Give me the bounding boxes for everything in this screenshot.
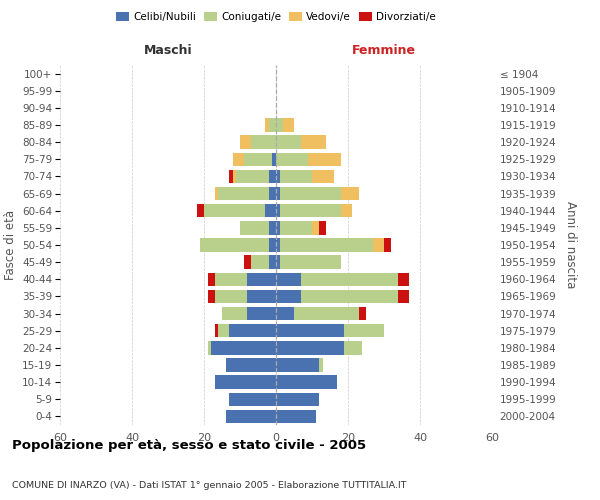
Bar (294, 307, 359, 320)
Bar (276, 204, 280, 218)
Bar (215, 187, 218, 200)
Bar (276, 410, 316, 423)
Bar (251, 256, 269, 269)
Bar (269, 221, 276, 234)
Bar (200, 238, 269, 252)
Bar (276, 358, 319, 372)
Bar (247, 290, 276, 303)
Bar (244, 256, 251, 269)
Bar (269, 187, 276, 200)
Bar (276, 136, 301, 149)
Bar (280, 256, 341, 269)
Bar (319, 358, 323, 372)
Text: COMUNE DI INARZO (VA) - Dati ISTAT 1° gennaio 2005 - Elaborazione TUTTITALIA.IT: COMUNE DI INARZO (VA) - Dati ISTAT 1° ge… (12, 481, 407, 490)
Bar (247, 307, 276, 320)
Bar (226, 410, 276, 423)
Bar (240, 221, 269, 234)
Bar (276, 376, 337, 389)
Bar (211, 341, 276, 354)
Bar (269, 118, 276, 132)
Bar (301, 136, 326, 149)
Bar (218, 324, 229, 338)
Bar (251, 136, 276, 149)
Bar (265, 204, 276, 218)
Bar (276, 238, 280, 252)
Bar (229, 170, 233, 183)
Text: Maschi: Maschi (143, 44, 193, 58)
Bar (229, 392, 276, 406)
Bar (319, 221, 326, 234)
Bar (276, 152, 308, 166)
Bar (308, 152, 341, 166)
Bar (229, 324, 276, 338)
Bar (373, 238, 384, 252)
Bar (280, 187, 341, 200)
Bar (233, 152, 244, 166)
Text: Femmine: Femmine (352, 44, 416, 58)
Bar (276, 221, 280, 234)
Bar (280, 204, 341, 218)
Bar (276, 170, 280, 183)
Bar (265, 118, 269, 132)
Bar (197, 204, 204, 218)
Bar (272, 152, 276, 166)
Bar (344, 324, 384, 338)
Bar (301, 272, 398, 286)
Bar (280, 170, 312, 183)
Bar (208, 290, 215, 303)
Bar (269, 238, 276, 252)
Bar (312, 170, 334, 183)
Bar (276, 256, 280, 269)
Bar (244, 152, 272, 166)
Bar (215, 290, 247, 303)
Bar (218, 187, 269, 200)
Bar (341, 204, 352, 218)
Bar (222, 307, 247, 320)
Bar (280, 238, 373, 252)
Bar (208, 272, 215, 286)
Bar (312, 221, 319, 234)
Bar (276, 341, 344, 354)
Bar (398, 272, 409, 286)
Y-axis label: Anni di nascita: Anni di nascita (564, 202, 577, 288)
Bar (341, 187, 359, 200)
Bar (301, 290, 398, 303)
Bar (276, 272, 301, 286)
Bar (276, 307, 294, 320)
Bar (276, 187, 280, 200)
Bar (276, 392, 319, 406)
Bar (236, 170, 269, 183)
Bar (269, 170, 276, 183)
Bar (240, 136, 251, 149)
Bar (208, 341, 211, 354)
Y-axis label: Fasce di età: Fasce di età (4, 210, 17, 280)
Bar (215, 376, 276, 389)
Bar (280, 221, 312, 234)
Bar (204, 204, 265, 218)
Bar (276, 118, 283, 132)
Bar (398, 290, 409, 303)
Bar (384, 238, 391, 252)
Bar (226, 358, 276, 372)
Bar (269, 256, 276, 269)
Bar (276, 324, 344, 338)
Bar (233, 170, 236, 183)
Bar (276, 290, 301, 303)
Bar (359, 307, 366, 320)
Bar (215, 272, 247, 286)
Bar (344, 341, 362, 354)
Legend: Celibi/Nubili, Coniugati/e, Vedovi/e, Divorziati/e: Celibi/Nubili, Coniugati/e, Vedovi/e, Di… (112, 8, 440, 26)
Text: Popolazione per età, sesso e stato civile - 2005: Popolazione per età, sesso e stato civil… (12, 440, 366, 452)
Bar (247, 272, 276, 286)
Bar (283, 118, 294, 132)
Bar (215, 324, 218, 338)
